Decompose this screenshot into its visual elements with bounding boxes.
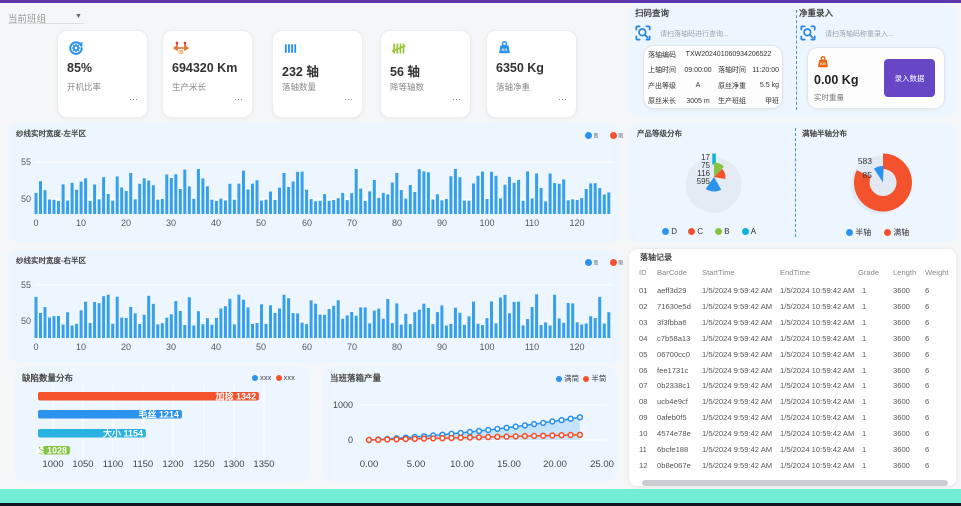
svg-text:10: 10 <box>76 342 86 352</box>
svg-text:80: 80 <box>392 218 402 228</box>
svg-text:15.00: 15.00 <box>497 459 521 470</box>
svg-text:0: 0 <box>33 342 38 352</box>
svg-text:1350: 1350 <box>253 459 274 470</box>
svg-text:紧 1028: 紧 1028 <box>35 445 67 456</box>
svg-text:10: 10 <box>76 218 86 228</box>
svg-text:60: 60 <box>302 218 312 228</box>
svg-text:40: 40 <box>211 342 221 352</box>
svg-text:55: 55 <box>21 157 31 167</box>
svg-text:1100: 1100 <box>103 459 123 470</box>
svg-text:120: 120 <box>569 218 584 228</box>
svg-text:116: 116 <box>697 169 710 178</box>
svg-text:583: 583 <box>858 156 872 166</box>
svg-text:110: 110 <box>525 342 539 352</box>
svg-text:20.00: 20.00 <box>543 459 567 470</box>
svg-text:毛丝 1214: 毛丝 1214 <box>138 409 179 420</box>
svg-text:20: 20 <box>121 218 131 228</box>
svg-text:5.00: 5.00 <box>407 459 426 470</box>
svg-text:加捻 1342: 加捻 1342 <box>214 391 256 402</box>
svg-text:大小 1154: 大小 1154 <box>103 428 143 439</box>
svg-text:50: 50 <box>256 218 266 228</box>
svg-text:30: 30 <box>166 342 176 352</box>
svg-text:80: 80 <box>392 342 402 352</box>
svg-text:1050: 1050 <box>72 459 93 470</box>
svg-text:85: 85 <box>863 170 873 180</box>
svg-text:20: 20 <box>121 342 131 352</box>
svg-text:KG: KG <box>502 47 508 52</box>
svg-text:110: 110 <box>525 218 539 228</box>
svg-text:120: 120 <box>569 342 584 352</box>
svg-text:595: 595 <box>697 177 711 186</box>
svg-text:100: 100 <box>479 342 494 352</box>
svg-text:60: 60 <box>302 342 312 352</box>
svg-text:55: 55 <box>21 280 31 290</box>
svg-text:0: 0 <box>348 435 353 445</box>
svg-text:50: 50 <box>21 316 31 326</box>
svg-text:40: 40 <box>211 218 221 228</box>
svg-text:1150: 1150 <box>133 459 153 470</box>
svg-text:1250: 1250 <box>193 459 214 470</box>
svg-text:km: km <box>179 50 184 54</box>
svg-text:10.00: 10.00 <box>450 459 474 470</box>
svg-text:1000: 1000 <box>333 400 353 410</box>
svg-text:70: 70 <box>347 218 357 228</box>
svg-text:70: 70 <box>347 342 357 352</box>
svg-text:KG: KG <box>820 62 826 66</box>
svg-text:90: 90 <box>437 218 447 228</box>
svg-text:0.00: 0.00 <box>360 459 379 470</box>
svg-text:0: 0 <box>33 218 38 228</box>
svg-text:75: 75 <box>701 161 710 170</box>
svg-text:100: 100 <box>479 218 494 228</box>
svg-text:90: 90 <box>437 342 447 352</box>
svg-text:1300: 1300 <box>223 459 244 470</box>
svg-text:1200: 1200 <box>162 459 183 470</box>
svg-text:25.00: 25.00 <box>590 459 614 470</box>
svg-text:1000: 1000 <box>42 459 63 470</box>
svg-text:17: 17 <box>701 153 710 162</box>
svg-text:50: 50 <box>256 342 266 352</box>
svg-text:50: 50 <box>21 194 31 204</box>
svg-text:30: 30 <box>166 218 176 228</box>
